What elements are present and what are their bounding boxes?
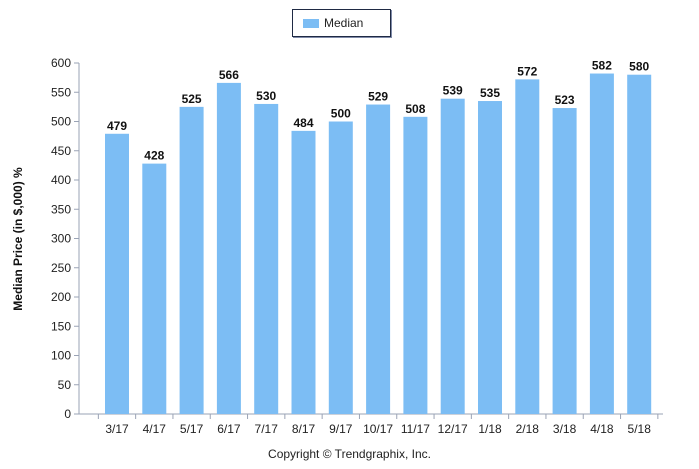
x-tick-label: 6/17 — [217, 422, 241, 436]
bar-value-label: 525 — [182, 92, 202, 106]
y-axis-title: Median Price (in $,000) % — [11, 167, 25, 311]
bar — [552, 108, 577, 415]
y-tick-label: 300 — [51, 232, 71, 246]
x-tick-label: 2/18 — [516, 422, 540, 436]
x-tick-label: 1/18 — [478, 422, 502, 436]
bar — [105, 133, 129, 414]
bar — [366, 104, 391, 414]
bar-value-label: 479 — [107, 119, 127, 133]
x-tick-label: 4/17 — [143, 422, 167, 436]
y-tick-label: 150 — [51, 319, 71, 333]
bar-value-label: 508 — [405, 102, 425, 116]
y-tick-label: 100 — [51, 349, 71, 363]
x-axis: 3/17 4/17 5/17 6/17 7/17 8/17 9/17 10/17 11/17 12… — [79, 413, 663, 436]
bar — [440, 98, 465, 414]
y-tick-label: 200 — [51, 290, 71, 304]
bar — [216, 82, 241, 414]
bar-value-label: 530 — [256, 89, 276, 103]
bar-value-label: 529 — [368, 90, 388, 104]
bar-value-label: 500 — [331, 107, 351, 121]
bar-series-median — [105, 73, 652, 415]
x-tick-label: 9/17 — [329, 422, 353, 436]
x-tick-label: 12/17 — [438, 422, 468, 436]
bar-value-label: 572 — [517, 64, 537, 78]
bar-value-label: 566 — [219, 68, 239, 82]
data-labels: 479 428 525 566 530 484 500 529 508 539 535 572 523 5… — [107, 59, 650, 163]
x-tick-label: 3/18 — [553, 422, 577, 436]
y-tick-label: 250 — [51, 261, 71, 275]
bar-value-label: 428 — [144, 149, 164, 163]
y-tick-label: 0 — [64, 407, 71, 421]
y-tick-label: 600 — [51, 56, 71, 70]
y-tick-label: 550 — [51, 85, 71, 99]
chart-legend: Median — [292, 9, 391, 37]
bar — [589, 73, 614, 414]
x-tick-label: 5/18 — [628, 422, 652, 436]
bar-value-label: 535 — [480, 86, 500, 100]
y-tick-label: 450 — [51, 144, 71, 158]
bar-value-label: 523 — [555, 93, 575, 107]
legend-swatch — [303, 19, 319, 28]
bar — [403, 116, 428, 414]
bar — [478, 101, 502, 415]
y-tick-label: 350 — [51, 202, 71, 216]
bar — [627, 74, 652, 414]
bar-value-label: 582 — [592, 59, 612, 73]
x-tick-label: 11/17 — [401, 422, 430, 436]
legend-label: Median — [324, 16, 364, 30]
x-tick-label: 3/17 — [105, 422, 129, 436]
bar — [328, 121, 353, 414]
bar — [142, 163, 167, 414]
y-tick-label: 500 — [51, 115, 71, 129]
x-tick-label: 8/17 — [292, 422, 316, 436]
bar — [179, 106, 204, 414]
bar — [515, 79, 540, 414]
y-axis: 0 50 100 150 200 250 300 350 400 450 500 550 600 — [51, 56, 80, 421]
x-tick-label: 5/17 — [180, 422, 204, 436]
bar — [291, 130, 316, 415]
bar-value-label: 539 — [443, 84, 463, 98]
x-tick-label: 7/17 — [255, 422, 279, 436]
y-tick-label: 400 — [51, 173, 71, 187]
x-tick-label: 4/18 — [590, 422, 614, 436]
copyright-text: Copyright © Trendgraphix, Inc. — [268, 447, 431, 461]
bar — [254, 103, 279, 414]
bar-value-label: 484 — [293, 116, 313, 130]
bar-value-label: 580 — [629, 60, 649, 74]
y-tick-label: 50 — [58, 378, 72, 392]
x-tick-label: 10/17 — [363, 422, 393, 436]
